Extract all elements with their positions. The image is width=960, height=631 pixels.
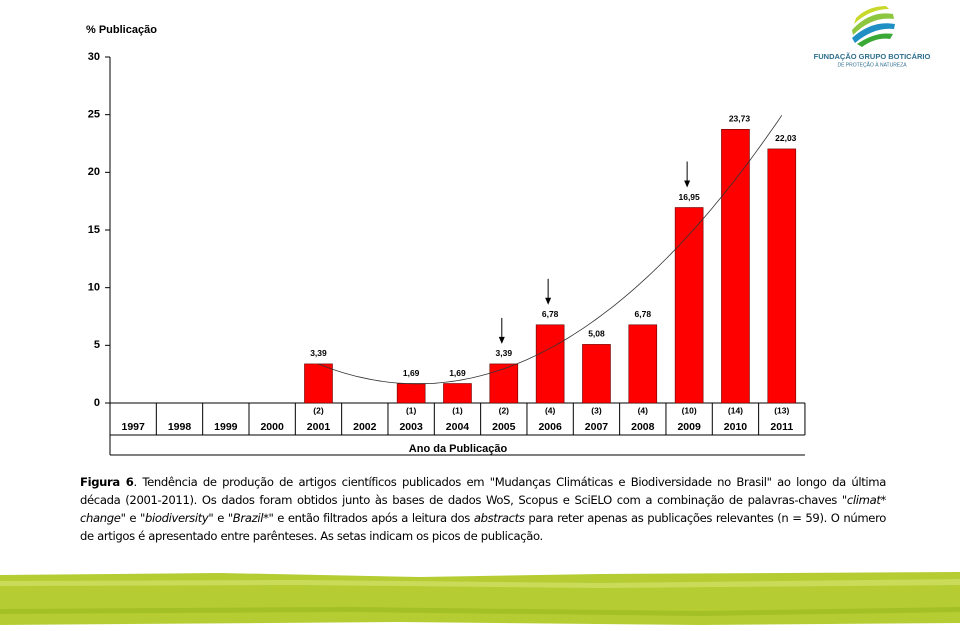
article-count: (1) — [452, 405, 463, 415]
bar — [304, 363, 333, 404]
article-count: (2) — [499, 405, 510, 415]
bar — [443, 383, 472, 404]
value-label: 6,78 — [542, 309, 559, 319]
x-tick-label: 2006 — [538, 421, 562, 433]
caption-text: "biodiversity" — [139, 511, 214, 525]
chart: % Publicação Ano da Publicação FUNDAÇÃO … — [86, 2, 931, 456]
bar — [767, 148, 797, 404]
logo-name: FUNDAÇÃO GRUPO BOTICÁRIO — [814, 52, 931, 61]
caption-text: abstracts — [473, 511, 525, 525]
value-label: 3,39 — [310, 348, 327, 358]
value-label: 5,08 — [588, 329, 605, 339]
logo-stripe — [852, 23, 895, 43]
article-count: (2) — [313, 405, 324, 415]
x-tick-label: 2001 — [307, 421, 331, 433]
caption-text: e — [213, 511, 228, 525]
y-tick-label: 20 — [88, 166, 100, 178]
y-tick-label: 5 — [94, 339, 100, 351]
x-tick-label: 2010 — [724, 421, 748, 433]
value-label: 1,69 — [449, 368, 466, 378]
caption-text: "Brazil*" — [227, 511, 274, 525]
caption-text: "climat* change" — [80, 493, 886, 525]
bar — [674, 207, 704, 404]
band-stripe — [0, 607, 960, 616]
value-label: 23,73 — [729, 114, 751, 124]
y-tick-label: 10 — [88, 282, 100, 294]
band-stripe — [0, 579, 960, 588]
x-tick-label: 2007 — [585, 421, 609, 433]
caption-text: para reter apenas as publicações relevan… — [80, 511, 886, 543]
article-count: (13) — [774, 405, 789, 415]
logo: FUNDAÇÃO GRUPO BOTICÁRIO DE PROTEÇÃO À N… — [814, 2, 931, 68]
x-tick-label: 2009 — [677, 421, 701, 433]
value-label: 1,69 — [403, 368, 420, 378]
value-label: 3,39 — [496, 348, 513, 358]
y-tick-label: 15 — [88, 224, 100, 236]
x-tick-label: 2005 — [492, 421, 516, 433]
caption-text: e então filtrados após a leitura dos — [273, 511, 474, 525]
bar — [489, 363, 519, 404]
value-label: 16,95 — [678, 192, 700, 202]
caption-text: e — [125, 511, 140, 525]
value-label: 6,78 — [635, 309, 652, 319]
article-count: (4) — [638, 405, 649, 415]
caption-text: . Tendência de produção de artigos cient… — [80, 475, 886, 507]
peak-arrow-head — [545, 297, 552, 305]
article-count: (4) — [545, 405, 556, 415]
footer-band — [0, 572, 960, 625]
x-tick-label: 2003 — [399, 421, 423, 433]
article-count: (3) — [591, 405, 602, 415]
y-tick-label: 30 — [88, 51, 100, 63]
band — [0, 572, 960, 625]
peak-arrow-head — [498, 336, 505, 344]
x-tick-label: 2004 — [446, 421, 470, 433]
logo-stripe — [852, 13, 894, 35]
x-tick-label: 2002 — [353, 421, 377, 433]
trend-line — [318, 115, 783, 385]
article-count: (1) — [406, 405, 417, 415]
bar — [582, 344, 611, 404]
logo-stripe — [857, 33, 893, 47]
x-tick-label: 2000 — [260, 421, 284, 433]
x-tick-label: 2008 — [631, 421, 655, 433]
caption-text: Figura 6 — [80, 475, 134, 489]
peak-arrow-head — [684, 180, 691, 188]
value-label: 22,03 — [775, 133, 797, 143]
y-axis-title: % Publicação — [86, 24, 157, 36]
y-tick-label: 25 — [88, 109, 100, 121]
x-tick-label: 1997 — [121, 421, 145, 433]
article-count: (10) — [682, 405, 697, 415]
y-tick-label: 0 — [94, 397, 100, 409]
article-count: (14) — [728, 405, 743, 415]
x-tick-label: 1998 — [168, 421, 192, 433]
bar — [721, 129, 750, 404]
x-axis-title: Ano da Publicação — [409, 443, 508, 455]
bar — [396, 383, 426, 404]
bar — [535, 324, 565, 404]
logo-tagline: DE PROTEÇÃO À NATUREZA — [837, 61, 907, 68]
x-tick-label: 2011 — [770, 421, 793, 433]
figure-caption: Figura 6. Tendência de produção de artig… — [80, 473, 886, 545]
logo-stripe — [854, 6, 889, 24]
bar — [628, 324, 658, 404]
x-tick-label: 1999 — [214, 421, 238, 433]
